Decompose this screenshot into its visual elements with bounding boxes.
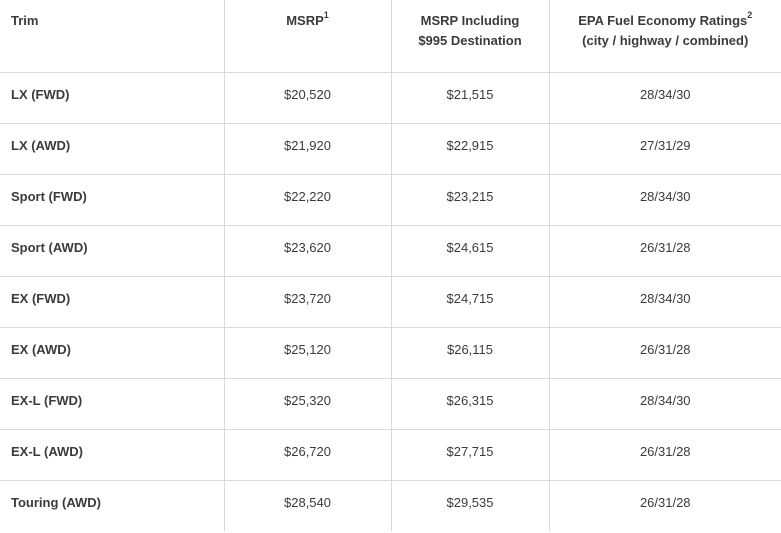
- table-row: EX-L (AWD) $26,720 $27,715 26/31/28: [0, 428, 781, 481]
- table-row: Sport (FWD) $22,220 $23,215 28/34/30: [0, 173, 781, 226]
- header-trim: Trim: [0, 0, 225, 73]
- epa-cell: 28/34/30: [548, 71, 781, 124]
- msrp-cell: $22,220: [223, 173, 392, 226]
- header-destination-line1: MSRP Including: [420, 13, 520, 28]
- pricing-table-body: LX (FWD) $20,520 $21,515 28/34/30 LX (AW…: [0, 71, 781, 531]
- table-row: EX (FWD) $23,720 $24,715 28/34/30: [0, 275, 781, 328]
- header-msrp-destination: MSRP Including $995 Destination: [390, 0, 550, 73]
- msrp-cell: $21,920: [223, 122, 392, 175]
- header-row: Trim MSRP1 MSRP Including $995 Destinati…: [0, 0, 781, 73]
- table-row: Touring (AWD) $28,540 $29,535 26/31/28: [0, 479, 781, 531]
- header-epa-line2: (city / highway / combined): [582, 33, 749, 48]
- msrp-cell: $23,720: [223, 275, 392, 328]
- epa-cell: 26/31/28: [548, 479, 781, 531]
- epa-cell: 27/31/29: [548, 122, 781, 175]
- header-epa-line1: EPA Fuel Economy Ratings: [578, 13, 748, 28]
- msrp-cell: $23,620: [223, 224, 392, 277]
- trim-cell: Sport (FWD): [0, 173, 225, 226]
- epa-cell: 26/31/28: [548, 326, 781, 379]
- epa-cell: 28/34/30: [548, 377, 781, 430]
- trim-cell: LX (FWD): [0, 71, 225, 124]
- msrp-destination-cell: $22,915: [390, 122, 550, 175]
- msrp-cell: $20,520: [223, 71, 392, 124]
- msrp-cell: $26,720: [223, 428, 392, 481]
- table-row: Sport (AWD) $23,620 $24,615 26/31/28: [0, 224, 781, 277]
- table-row: LX (AWD) $21,920 $22,915 27/31/29: [0, 122, 781, 175]
- trim-cell: LX (AWD): [0, 122, 225, 175]
- header-msrp: MSRP1: [223, 0, 392, 73]
- msrp-destination-cell: $24,715: [390, 275, 550, 328]
- msrp-destination-cell: $27,715: [390, 428, 550, 481]
- epa-cell: 26/31/28: [548, 224, 781, 277]
- msrp-footnote-marker: 1: [323, 9, 329, 20]
- epa-cell: 26/31/28: [548, 428, 781, 481]
- table-row: EX-L (FWD) $25,320 $26,315 28/34/30: [0, 377, 781, 430]
- msrp-destination-cell: $23,215: [390, 173, 550, 226]
- epa-cell: 28/34/30: [548, 173, 781, 226]
- msrp-destination-cell: $24,615: [390, 224, 550, 277]
- msrp-destination-cell: $21,515: [390, 71, 550, 124]
- msrp-cell: $25,120: [223, 326, 392, 379]
- trim-cell: EX-L (FWD): [0, 377, 225, 430]
- msrp-cell: $28,540: [223, 479, 392, 531]
- epa-cell: 28/34/30: [548, 275, 781, 328]
- trim-cell: Touring (AWD): [0, 479, 225, 531]
- table-row: LX (FWD) $20,520 $21,515 28/34/30: [0, 71, 781, 124]
- msrp-cell: $25,320: [223, 377, 392, 430]
- epa-footnote-marker: 2: [747, 9, 753, 20]
- header-destination-line2: $995 Destination: [418, 33, 522, 48]
- trim-cell: Sport (AWD): [0, 224, 225, 277]
- msrp-destination-cell: $29,535: [390, 479, 550, 531]
- header-trim-label: Trim: [11, 13, 39, 28]
- msrp-destination-cell: $26,115: [390, 326, 550, 379]
- header-msrp-label: MSRP: [286, 13, 324, 28]
- trim-cell: EX-L (AWD): [0, 428, 225, 481]
- table-row: EX (AWD) $25,120 $26,115 26/31/28: [0, 326, 781, 379]
- header-epa: EPA Fuel Economy Ratings2 (city / highwa…: [548, 0, 781, 73]
- msrp-destination-cell: $26,315: [390, 377, 550, 430]
- trim-cell: EX (AWD): [0, 326, 225, 379]
- trim-cell: EX (FWD): [0, 275, 225, 328]
